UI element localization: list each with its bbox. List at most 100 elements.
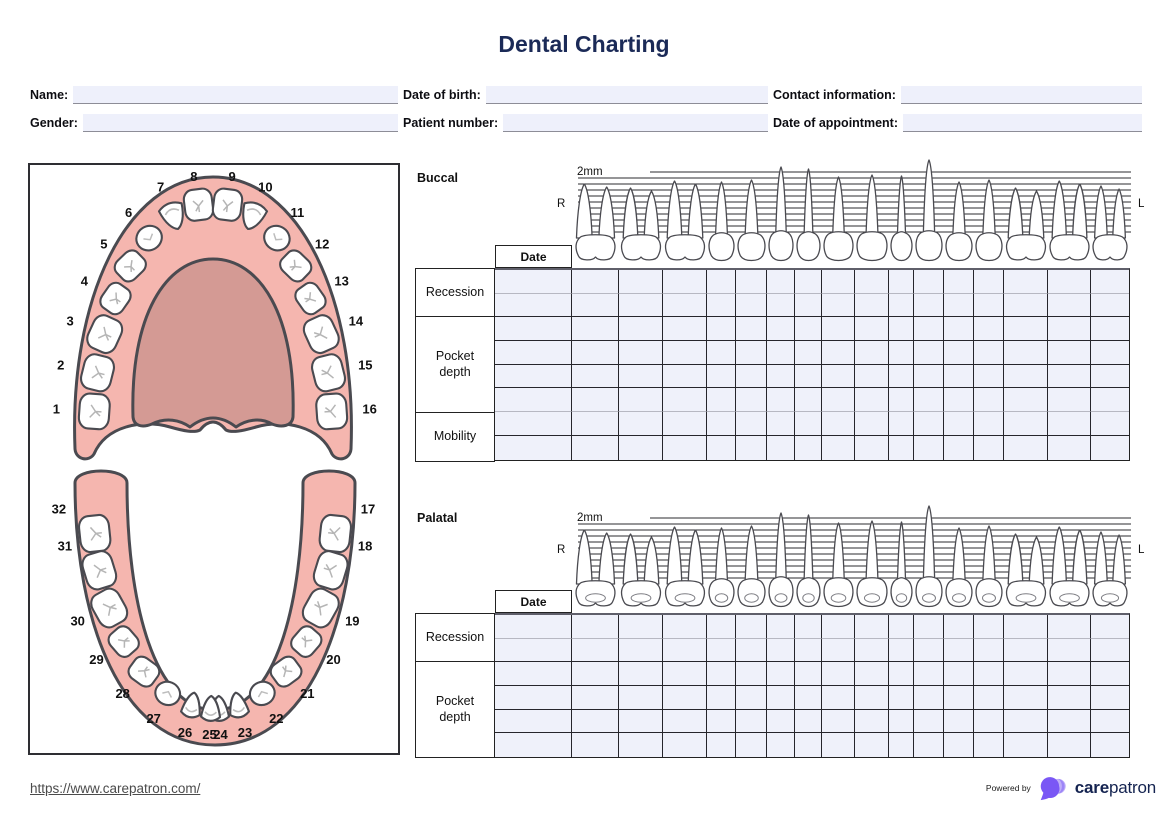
palatal-cell[interactable] bbox=[889, 662, 914, 687]
palatal-cell[interactable] bbox=[495, 709, 572, 734]
buccal-cell[interactable] bbox=[855, 293, 889, 318]
buccal-cell[interactable] bbox=[736, 293, 767, 318]
palatal-cell[interactable] bbox=[795, 709, 822, 734]
palatal-cell[interactable] bbox=[1091, 615, 1129, 639]
buccal-cell[interactable] bbox=[663, 317, 707, 342]
buccal-cell[interactable] bbox=[572, 412, 619, 436]
buccal-cell[interactable] bbox=[889, 293, 914, 318]
buccal-cell[interactable] bbox=[707, 341, 736, 365]
buccal-cell[interactable] bbox=[1091, 317, 1129, 342]
buccal-cell[interactable] bbox=[1004, 317, 1048, 342]
buccal-cell[interactable] bbox=[572, 293, 619, 318]
palatal-cell[interactable] bbox=[1004, 638, 1048, 663]
buccal-cell[interactable] bbox=[663, 364, 707, 389]
buccal-cell[interactable] bbox=[736, 341, 767, 365]
buccal-cell[interactable] bbox=[1004, 364, 1048, 389]
palatal-cell[interactable] bbox=[822, 709, 855, 734]
buccal-cell[interactable] bbox=[619, 293, 663, 318]
palatal-cell[interactable] bbox=[619, 662, 663, 687]
buccal-cell[interactable] bbox=[619, 412, 663, 436]
buccal-cell[interactable] bbox=[974, 317, 1004, 342]
buccal-cell[interactable] bbox=[1091, 412, 1129, 436]
buccal-cell[interactable] bbox=[619, 435, 663, 460]
buccal-cell[interactable] bbox=[1004, 435, 1048, 460]
buccal-cell[interactable] bbox=[974, 435, 1004, 460]
palatal-cell[interactable] bbox=[974, 686, 1004, 710]
buccal-cell[interactable] bbox=[855, 412, 889, 436]
buccal-cell[interactable] bbox=[944, 270, 974, 294]
palatal-cell[interactable] bbox=[619, 686, 663, 710]
palatal-cell[interactable] bbox=[944, 733, 974, 758]
buccal-cell[interactable] bbox=[707, 364, 736, 389]
palatal-cell[interactable] bbox=[944, 686, 974, 710]
palatal-cell[interactable] bbox=[1048, 709, 1091, 734]
buccal-cell[interactable] bbox=[822, 364, 855, 389]
carepatron-link[interactable]: https://www.carepatron.com/ bbox=[30, 781, 201, 796]
buccal-cell[interactable] bbox=[795, 293, 822, 318]
buccal-cell[interactable] bbox=[736, 435, 767, 460]
buccal-cell[interactable] bbox=[855, 341, 889, 365]
palatal-cell[interactable] bbox=[1048, 686, 1091, 710]
buccal-cell[interactable] bbox=[822, 435, 855, 460]
buccal-cell[interactable] bbox=[663, 341, 707, 365]
palatal-cell[interactable] bbox=[707, 733, 736, 758]
palatal-cell[interactable] bbox=[889, 686, 914, 710]
palatal-cell[interactable] bbox=[1091, 686, 1129, 710]
palatal-cell[interactable] bbox=[1004, 662, 1048, 687]
palatal-cell[interactable] bbox=[889, 733, 914, 758]
palatal-cell[interactable] bbox=[767, 638, 795, 663]
palatal-cell[interactable] bbox=[736, 709, 767, 734]
buccal-cell[interactable] bbox=[914, 435, 944, 460]
buccal-cell[interactable] bbox=[572, 364, 619, 389]
buccal-cell[interactable] bbox=[944, 317, 974, 342]
palatal-cell[interactable] bbox=[822, 733, 855, 758]
buccal-cell[interactable] bbox=[1004, 388, 1048, 413]
buccal-cell[interactable] bbox=[944, 435, 974, 460]
buccal-cell[interactable] bbox=[974, 364, 1004, 389]
palatal-cell[interactable] bbox=[736, 638, 767, 663]
palatal-cell[interactable] bbox=[1048, 615, 1091, 639]
palatal-cell[interactable] bbox=[495, 662, 572, 687]
buccal-cell[interactable] bbox=[663, 270, 707, 294]
palatal-cell[interactable] bbox=[914, 638, 944, 663]
buccal-cell[interactable] bbox=[1004, 293, 1048, 318]
buccal-cell[interactable] bbox=[974, 412, 1004, 436]
palatal-cell[interactable] bbox=[767, 709, 795, 734]
buccal-cell[interactable] bbox=[974, 388, 1004, 413]
gender-input[interactable] bbox=[82, 114, 398, 132]
buccal-cell[interactable] bbox=[855, 364, 889, 389]
palatal-cell[interactable] bbox=[707, 709, 736, 734]
buccal-cell[interactable] bbox=[974, 270, 1004, 294]
palatal-cell[interactable] bbox=[822, 686, 855, 710]
palatal-cell[interactable] bbox=[736, 686, 767, 710]
buccal-cell[interactable] bbox=[767, 435, 795, 460]
palatal-cell[interactable] bbox=[855, 686, 889, 710]
buccal-cell[interactable] bbox=[914, 317, 944, 342]
dob-input[interactable] bbox=[485, 86, 768, 104]
buccal-cell[interactable] bbox=[1048, 364, 1091, 389]
buccal-cell[interactable] bbox=[707, 435, 736, 460]
palatal-cell[interactable] bbox=[1048, 662, 1091, 687]
buccal-cell[interactable] bbox=[795, 364, 822, 389]
palatal-cell[interactable] bbox=[914, 662, 944, 687]
buccal-cell[interactable] bbox=[707, 412, 736, 436]
palatal-cell[interactable] bbox=[1091, 662, 1129, 687]
buccal-cell[interactable] bbox=[663, 388, 707, 413]
buccal-cell[interactable] bbox=[855, 435, 889, 460]
palatal-cell[interactable] bbox=[889, 709, 914, 734]
buccal-cell[interactable] bbox=[822, 317, 855, 342]
buccal-cell[interactable] bbox=[767, 341, 795, 365]
palatal-cell[interactable] bbox=[914, 686, 944, 710]
palatal-cell[interactable] bbox=[663, 686, 707, 710]
buccal-cell[interactable] bbox=[707, 317, 736, 342]
palatal-cell[interactable] bbox=[572, 709, 619, 734]
palatal-cell[interactable] bbox=[495, 615, 572, 639]
buccal-cell[interactable] bbox=[736, 270, 767, 294]
palatal-cell[interactable] bbox=[495, 638, 572, 663]
buccal-cell[interactable] bbox=[914, 364, 944, 389]
buccal-cell[interactable] bbox=[889, 341, 914, 365]
palatal-cell[interactable] bbox=[619, 615, 663, 639]
palatal-cell[interactable] bbox=[1091, 638, 1129, 663]
buccal-cell[interactable] bbox=[944, 341, 974, 365]
palatal-cell[interactable] bbox=[572, 662, 619, 687]
